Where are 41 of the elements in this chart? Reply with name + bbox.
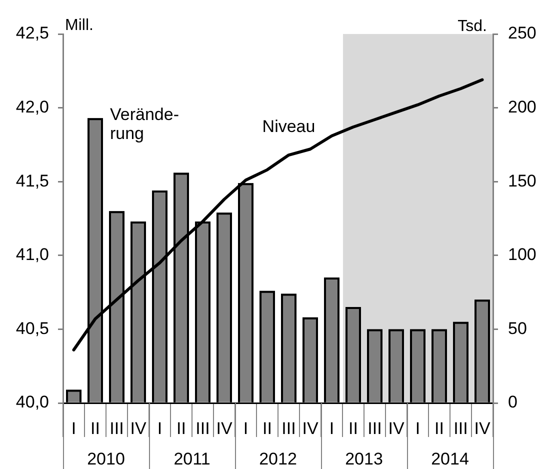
x-tick-label: IV bbox=[302, 418, 319, 438]
x-tick-label: IV bbox=[216, 418, 233, 438]
x-tick-label: III bbox=[454, 418, 468, 438]
y-tick-label: 40,5 bbox=[16, 318, 49, 338]
text: 2013 bbox=[345, 450, 383, 469]
x-tick-label: I bbox=[71, 418, 76, 438]
y-tick-label: 41,0 bbox=[16, 245, 49, 264]
y2-tick-label: 150 bbox=[508, 171, 536, 190]
y-tick-label: 42,0 bbox=[16, 97, 49, 116]
text: 2011 bbox=[174, 450, 210, 469]
y-axis-title: Mill. bbox=[65, 17, 94, 34]
text: 2010 bbox=[87, 450, 125, 469]
x-tick-label: I bbox=[157, 418, 162, 438]
text: 2012 bbox=[259, 450, 297, 469]
x-tick-label: II bbox=[176, 418, 186, 438]
x-tick-label: III bbox=[196, 418, 210, 438]
y2-tick-label: 100 bbox=[508, 245, 536, 264]
y2-tick-label: 50 bbox=[508, 318, 527, 338]
y-tick-label: 40,0 bbox=[16, 392, 49, 412]
y2-tick-label: 0 bbox=[508, 392, 518, 412]
y2-axis-title: Tsd. bbox=[458, 18, 487, 35]
x-tick-label: II bbox=[90, 418, 100, 438]
series-label: Verände- rung bbox=[110, 105, 179, 144]
y-tick-label: 42,5 bbox=[16, 24, 49, 43]
x-tick-label: II bbox=[348, 418, 358, 438]
x-tick-label: III bbox=[282, 418, 296, 438]
x-tick-label: I bbox=[243, 418, 248, 438]
x-tick-label: I bbox=[415, 418, 420, 438]
x-tick-label: IV bbox=[474, 418, 491, 438]
x-tick-label: IV bbox=[130, 418, 147, 438]
text: 2014 bbox=[431, 450, 469, 469]
y2-tick-label: 200 bbox=[508, 97, 536, 116]
y-tick-label: 41,5 bbox=[16, 171, 49, 190]
x-tick-label: II bbox=[262, 418, 272, 438]
x-tick-label: IV bbox=[388, 418, 405, 438]
x-tick-label: III bbox=[368, 418, 382, 438]
y2-tick-label: 250 bbox=[508, 24, 536, 43]
series-label: Niveau bbox=[262, 117, 316, 136]
x-tick-label: III bbox=[110, 418, 124, 438]
x-tick-label: I bbox=[329, 418, 334, 438]
x-tick-label: II bbox=[434, 418, 444, 438]
